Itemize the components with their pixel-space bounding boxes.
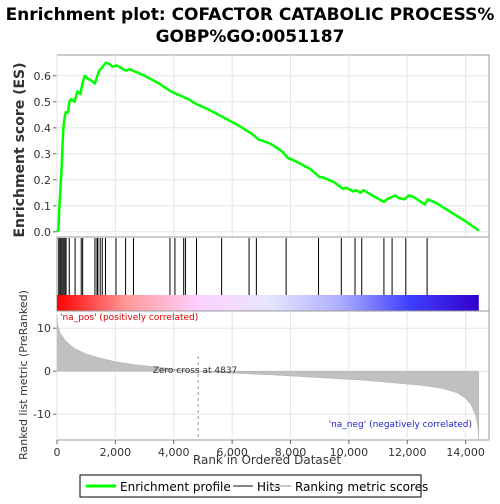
es-panel: 0.0 0.1 0.2 0.3 0.4 0.5 0.6	[34, 55, 490, 239]
es-y-tick-label: 0.2	[34, 174, 52, 187]
chart-title-line2: GOBP%GO:0051187	[156, 27, 345, 47]
es-y-tick-label: 0.5	[34, 96, 52, 109]
legend: Enrichment profile Hits Ranking metric s…	[80, 475, 428, 497]
es-y-tick-label: 0.4	[34, 122, 52, 135]
es-axis-label: Enrichment score (ES)	[12, 62, 28, 237]
rank-y-tick-label: 0	[44, 365, 51, 378]
legend-label-enrichment-profile: Enrichment profile	[120, 480, 231, 494]
es-y-tick-label: 0.6	[34, 70, 52, 83]
x-tick-label: 2,000	[100, 446, 132, 459]
ranking-color-bar	[57, 295, 479, 311]
rank-axis-label: Ranked list metric (PreRanked)	[17, 290, 30, 460]
rank-y-tick-label: 10	[37, 322, 51, 335]
neg-corr-label: 'na_neg' (negatively correlated)	[329, 420, 472, 430]
x-tick-label: 14,000	[446, 446, 485, 459]
rank-panel: 100-100 2,000 4,000 6,000 8,000 10,000 12,000 1…	[33, 311, 489, 459]
pos-corr-label: 'na_pos' (positively correlated)	[60, 313, 198, 323]
es-y-tick-label: 0.0	[34, 226, 52, 239]
x-tick-label: 4,000	[158, 446, 190, 459]
zero-cross-label: Zero cross at 4837	[153, 366, 238, 376]
es-y-tick-label: 0.1	[34, 200, 52, 213]
rank-y-tick-label: -10	[33, 408, 51, 421]
es-y-tick-label: 0.3	[34, 148, 52, 161]
legend-label-ranking-metric: Ranking metric scores	[295, 480, 428, 494]
chart-title-line1: Enrichment plot: COFACTOR CATABOLIC PROC…	[6, 5, 495, 25]
x-tick-label: 0	[54, 446, 61, 459]
x-tick-label: 12,000	[388, 446, 427, 459]
hits-panel	[57, 237, 489, 311]
x-axis-label: Rank in Ordered Dataset	[193, 453, 341, 467]
